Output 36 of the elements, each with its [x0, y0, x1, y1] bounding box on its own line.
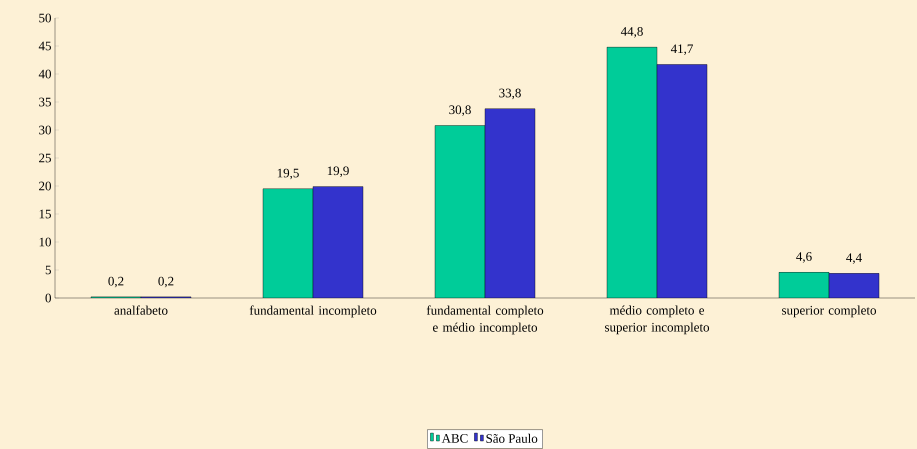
x-tick-label: analfabeto	[114, 306, 168, 315]
y-tick-label: 0	[46, 294, 51, 302]
data-label: 4,6	[796, 252, 812, 263]
data-label: 4,4	[846, 253, 862, 264]
bar	[485, 108, 536, 298]
data-label: 19,9	[328, 166, 349, 178]
bar	[435, 126, 486, 298]
y-tick-label: 25	[39, 154, 51, 162]
legend-label: ABC	[442, 434, 468, 443]
x-tick-label: médio completo e superior incompleto	[605, 306, 710, 334]
x-tick-label: fundamental completo e médio incompleto	[426, 306, 544, 334]
y-tick-label: 35	[39, 98, 51, 106]
x-tick-label: superior completo	[782, 306, 876, 318]
y-tick-label: 10	[40, 238, 51, 246]
y-tick-label: 20	[39, 182, 51, 190]
x-tick-label: fundamental incompleto	[250, 306, 376, 318]
y-tick-label: 50	[39, 14, 51, 22]
y-tick-label: 5	[46, 266, 51, 274]
bar	[657, 64, 708, 298]
bar	[778, 272, 830, 298]
y-tick-label: 40	[38, 70, 51, 78]
data-label: 44,8	[620, 27, 643, 38]
data-label: 19,5	[278, 168, 299, 180]
legend-label: São Paulo	[486, 434, 538, 443]
data-label: 41,7	[670, 44, 693, 55]
y-tick-label: 30	[39, 126, 51, 134]
data-label: 0,2	[108, 276, 124, 288]
y-tick-label: 45	[38, 42, 51, 50]
bar	[263, 188, 314, 298]
data-label: 30,8	[449, 105, 471, 116]
data-label: 33,8	[499, 88, 521, 100]
bar	[828, 273, 880, 298]
bar	[607, 47, 658, 298]
y-tick-label: 15	[40, 210, 51, 218]
bar	[313, 186, 364, 298]
data-label: 0,2	[158, 276, 174, 288]
